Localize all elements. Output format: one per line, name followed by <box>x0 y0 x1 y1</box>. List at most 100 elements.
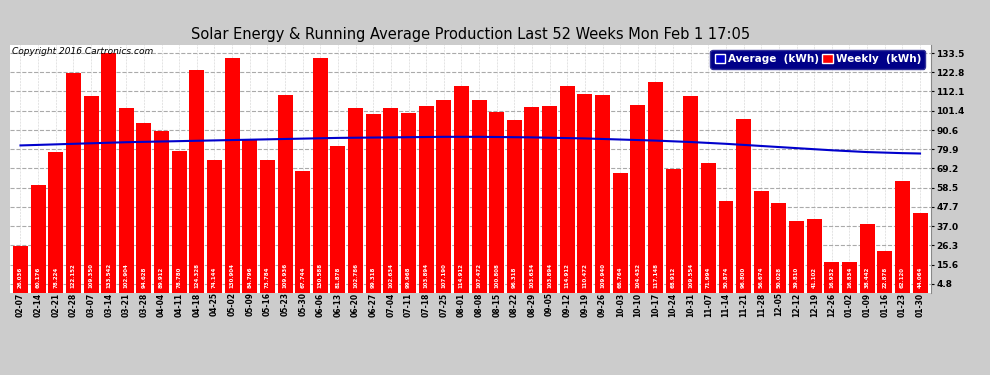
Text: 102.634: 102.634 <box>388 263 393 288</box>
Bar <box>401 113 416 292</box>
Text: 122.152: 122.152 <box>71 263 76 288</box>
Text: 133.542: 133.542 <box>106 263 111 288</box>
Bar <box>31 184 46 292</box>
Bar <box>437 100 451 292</box>
Bar <box>189 69 204 292</box>
Text: 103.634: 103.634 <box>530 263 535 288</box>
Bar <box>295 171 310 292</box>
Text: 16.932: 16.932 <box>830 267 835 288</box>
Text: 73.784: 73.784 <box>265 267 270 288</box>
Text: 104.432: 104.432 <box>636 263 641 288</box>
Text: 38.442: 38.442 <box>864 267 869 288</box>
Bar <box>277 95 293 292</box>
Text: 78.224: 78.224 <box>53 267 58 288</box>
Text: 102.786: 102.786 <box>353 263 358 288</box>
Text: 114.912: 114.912 <box>564 263 570 288</box>
Bar <box>49 152 63 292</box>
Bar <box>313 58 328 292</box>
Text: 74.144: 74.144 <box>212 267 217 288</box>
Bar <box>119 108 134 292</box>
Bar <box>559 86 575 292</box>
Bar <box>665 169 680 292</box>
Text: 110.472: 110.472 <box>582 263 587 288</box>
Text: 16.834: 16.834 <box>847 267 852 288</box>
Text: 114.912: 114.912 <box>459 263 464 288</box>
Text: 109.554: 109.554 <box>688 263 693 288</box>
Text: 68.912: 68.912 <box>670 267 675 288</box>
Bar <box>154 131 169 292</box>
Bar <box>383 108 398 292</box>
Bar <box>454 86 469 292</box>
Bar <box>895 181 910 292</box>
Text: 100.808: 100.808 <box>494 263 499 288</box>
Bar <box>859 224 874 292</box>
Text: 103.894: 103.894 <box>547 263 552 288</box>
Bar <box>137 123 151 292</box>
Bar <box>66 74 81 292</box>
Bar <box>225 58 240 292</box>
Bar <box>489 112 504 292</box>
Text: 94.628: 94.628 <box>142 267 147 288</box>
Text: 60.176: 60.176 <box>36 267 41 288</box>
Text: 102.904: 102.904 <box>124 263 129 288</box>
Text: 84.796: 84.796 <box>248 267 252 288</box>
Bar <box>171 151 187 292</box>
Bar <box>543 106 557 292</box>
Bar <box>471 100 486 292</box>
Text: 130.588: 130.588 <box>318 263 323 288</box>
Bar <box>577 94 592 292</box>
Bar <box>719 201 734 292</box>
Text: 50.028: 50.028 <box>776 267 781 288</box>
Text: 99.318: 99.318 <box>370 267 376 288</box>
Bar <box>348 108 363 292</box>
Text: 71.994: 71.994 <box>706 267 711 288</box>
Text: 22.878: 22.878 <box>882 267 887 288</box>
Bar <box>877 252 892 292</box>
Text: 109.350: 109.350 <box>88 263 93 288</box>
Text: 96.318: 96.318 <box>512 267 517 288</box>
Text: 109.936: 109.936 <box>282 263 287 288</box>
Bar <box>631 105 645 292</box>
Text: 109.940: 109.940 <box>600 263 605 288</box>
Bar <box>683 96 698 292</box>
Bar <box>753 191 769 292</box>
Text: 39.810: 39.810 <box>794 267 799 288</box>
Bar <box>807 219 822 292</box>
Bar <box>647 82 663 292</box>
Bar <box>507 120 522 292</box>
Text: 89.912: 89.912 <box>159 267 164 288</box>
Text: 44.064: 44.064 <box>918 267 923 288</box>
Title: Solar Energy & Running Average Production Last 52 Weeks Mon Feb 1 17:05: Solar Energy & Running Average Productio… <box>191 27 749 42</box>
Text: 117.148: 117.148 <box>653 263 658 288</box>
Text: 67.744: 67.744 <box>300 267 305 288</box>
Bar <box>419 106 434 292</box>
Bar <box>525 106 540 292</box>
Text: 26.036: 26.036 <box>18 267 23 288</box>
Text: 96.800: 96.800 <box>742 267 746 288</box>
Bar <box>842 262 857 292</box>
Bar <box>13 246 28 292</box>
Bar <box>260 160 275 292</box>
Bar <box>101 53 116 292</box>
Bar <box>365 114 381 292</box>
Bar <box>243 140 257 292</box>
Bar <box>83 96 99 292</box>
Text: 62.120: 62.120 <box>900 267 905 288</box>
Text: 78.780: 78.780 <box>177 267 182 288</box>
Bar <box>207 159 222 292</box>
Text: 41.102: 41.102 <box>812 267 817 288</box>
Text: 103.894: 103.894 <box>424 263 429 288</box>
Bar <box>701 164 716 292</box>
Bar <box>913 213 928 292</box>
Bar <box>789 221 804 292</box>
Text: 130.904: 130.904 <box>230 263 235 288</box>
Text: 107.190: 107.190 <box>442 263 446 288</box>
Text: 124.328: 124.328 <box>194 263 199 288</box>
Bar <box>771 203 786 292</box>
Legend: Average  (kWh), Weekly  (kWh): Average (kWh), Weekly (kWh) <box>711 50 926 69</box>
Text: 107.472: 107.472 <box>476 263 481 288</box>
Text: 50.874: 50.874 <box>724 267 729 288</box>
Bar <box>613 173 628 292</box>
Text: 81.878: 81.878 <box>336 267 341 288</box>
Bar <box>595 95 610 292</box>
